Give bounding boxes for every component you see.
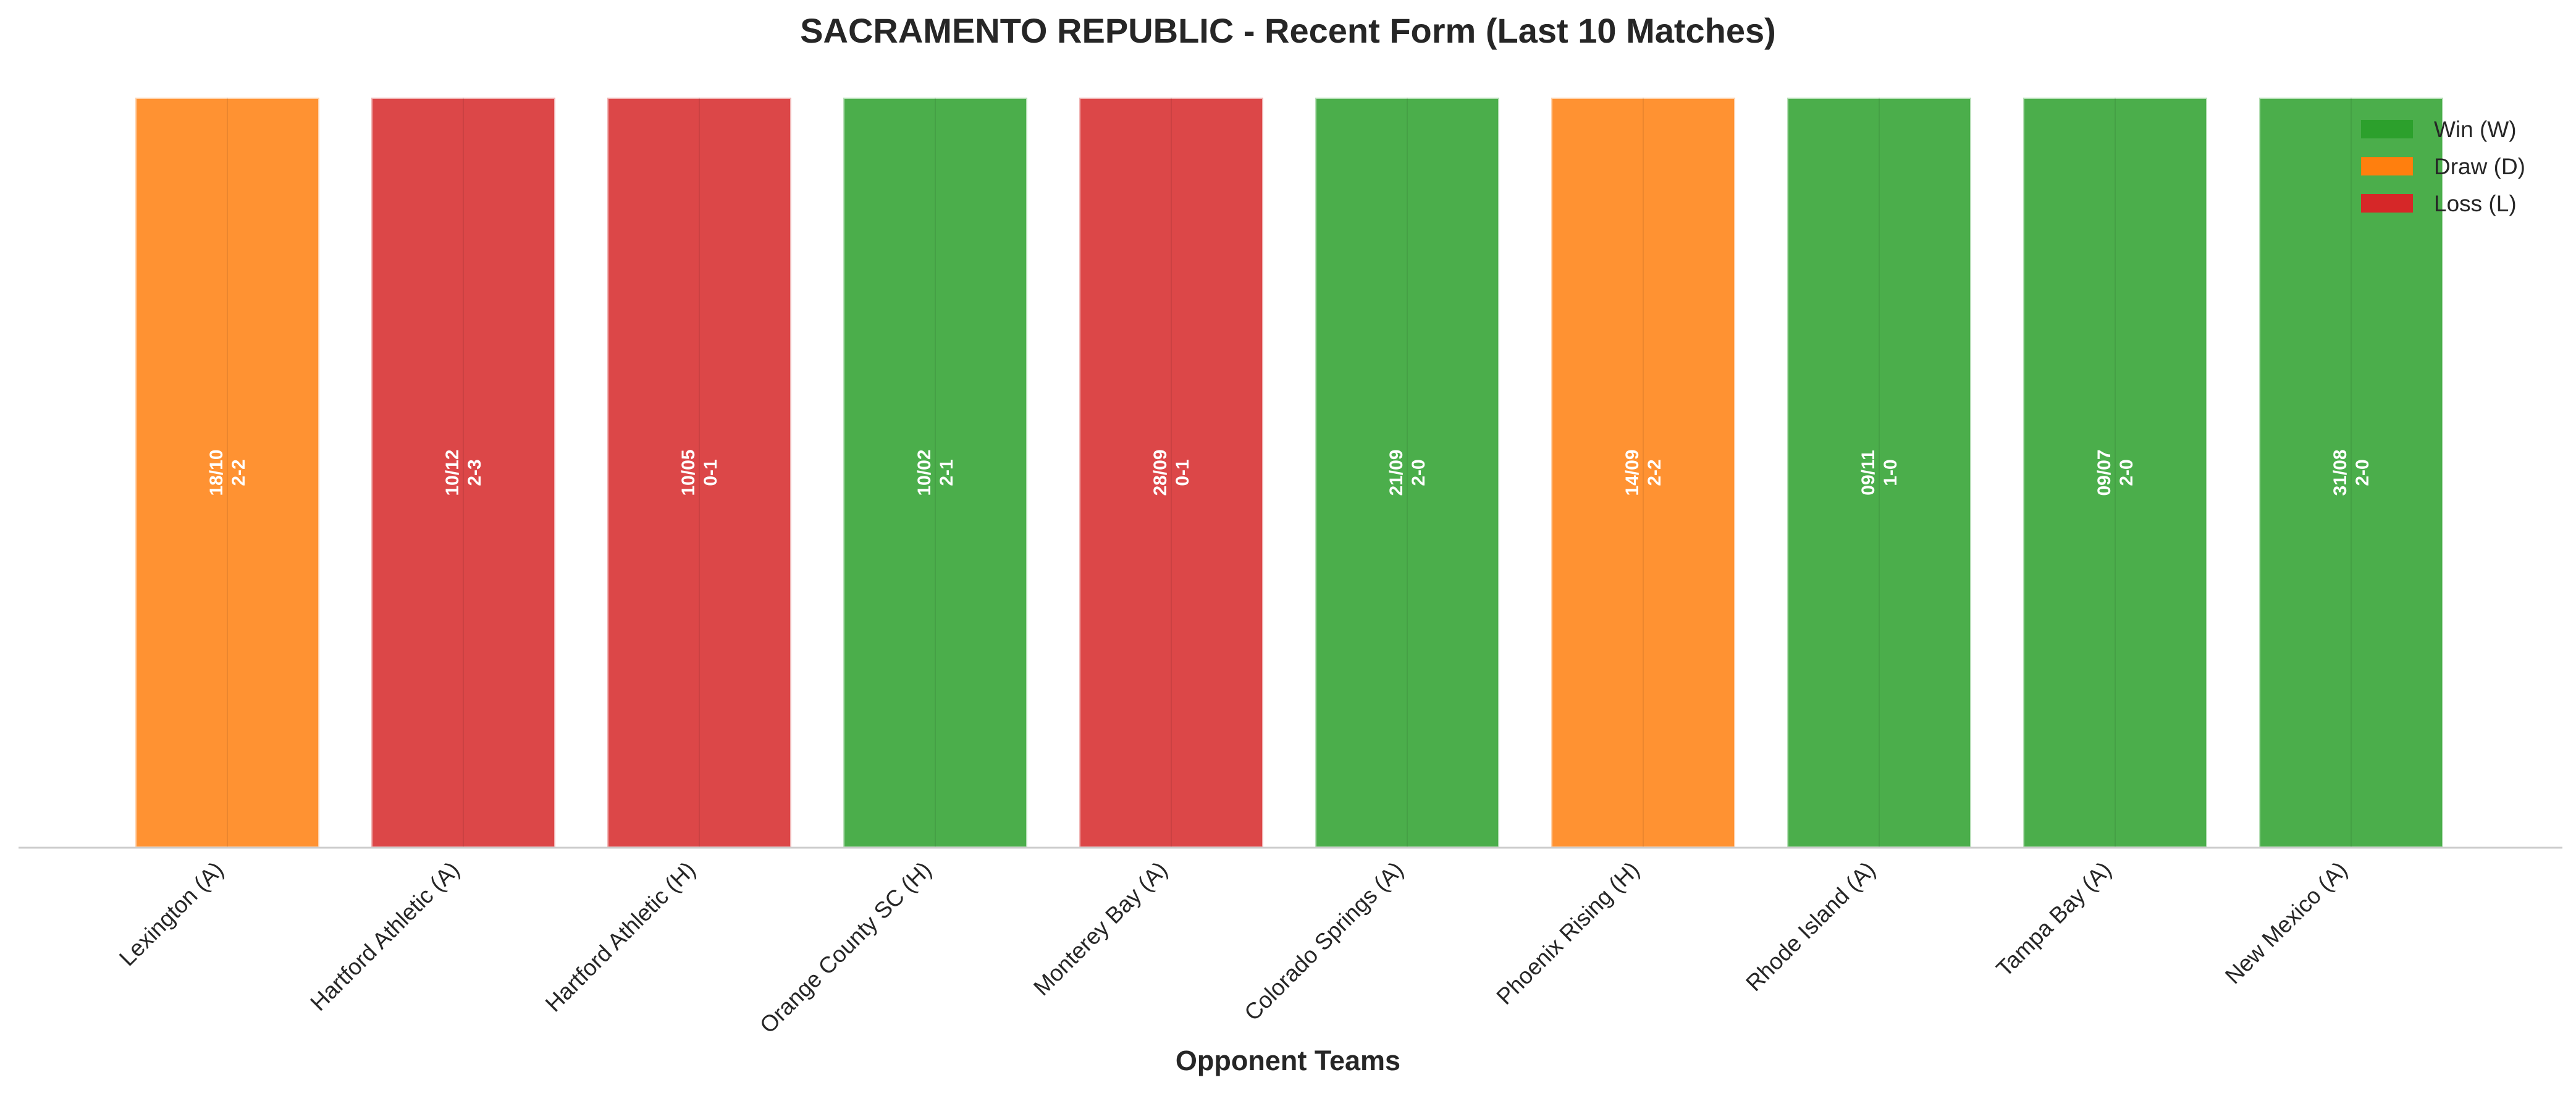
bar-label-7: 14/09 2-2 bbox=[1622, 449, 1665, 496]
bar-date-10: 31/08 bbox=[2330, 449, 2351, 496]
bar-date-8: 09/11 bbox=[1858, 450, 1879, 495]
bar-10 bbox=[2258, 96, 2444, 849]
bar-date-6: 21/09 bbox=[1386, 449, 1407, 496]
bar-date-4: 10/02 bbox=[914, 449, 935, 496]
bar-score-3: 0-1 bbox=[701, 459, 721, 486]
bar-label-6: 21/09 2-0 bbox=[1386, 449, 1429, 496]
x-tick-label-4: Orange County SC (H) bbox=[755, 857, 937, 1039]
bar-labels-group: 18/10 2-2 10/12 2-3 10/05 0-1 10/02 2-1 28/09 0-1… bbox=[206, 449, 2373, 496]
bar-score-5: 0-1 bbox=[1172, 459, 1193, 486]
bar-date-7: 14/09 bbox=[1622, 449, 1643, 496]
bar-date-9: 09/07 bbox=[2094, 449, 2115, 496]
bar-score-9: 2-0 bbox=[2116, 459, 2137, 486]
bar-label-9: 09/07 2-0 bbox=[2094, 449, 2137, 496]
x-axis-title: Opponent Teams bbox=[1176, 1045, 1400, 1076]
bar-8 bbox=[1786, 96, 1972, 849]
legend-label-w: Win (W) bbox=[2434, 117, 2517, 142]
x-tick-label-6: Colorado Springs (A) bbox=[1239, 857, 1408, 1026]
bar-5 bbox=[1078, 96, 1265, 849]
bar-6 bbox=[1314, 96, 1501, 849]
bar-label-8: 09/11 1-0 bbox=[1858, 450, 1901, 495]
bar-label-1: 18/10 2-2 bbox=[206, 449, 249, 496]
bar-label-3: 10/05 0-1 bbox=[678, 449, 721, 496]
bar-4 bbox=[842, 96, 1029, 849]
bar-1 bbox=[134, 96, 321, 849]
bar-score-6: 2-0 bbox=[1408, 459, 1429, 486]
bar-label-2: 10/12 2-3 bbox=[442, 449, 485, 496]
legend-swatch-w bbox=[2361, 120, 2413, 138]
bar-label-4: 10/02 2-1 bbox=[914, 449, 957, 496]
bars-group bbox=[134, 96, 2444, 849]
x-tick-label-1: Lexington (A) bbox=[114, 857, 229, 971]
bar-date-5: 28/09 bbox=[1150, 449, 1171, 496]
bar-score-7: 2-2 bbox=[1644, 459, 1665, 486]
bar-date-2: 10/12 bbox=[442, 449, 463, 496]
legend-label-d: Draw (D) bbox=[2434, 154, 2525, 179]
legend-swatch-d bbox=[2361, 157, 2413, 175]
x-tick-label-5: Monterey Bay (A) bbox=[1029, 857, 1172, 1001]
bar-score-4: 2-1 bbox=[937, 459, 957, 486]
x-tick-label-10: New Mexico (A) bbox=[2220, 857, 2352, 989]
bar-2 bbox=[370, 96, 557, 849]
bar-score-1: 2-2 bbox=[229, 459, 249, 486]
x-tick-labels: Lexington (A) Hartford Athletic (A) Hartfo… bbox=[114, 857, 2352, 1039]
bar-date-1: 18/10 bbox=[206, 449, 227, 496]
bar-7 bbox=[1550, 96, 1736, 849]
legend-label-l: Loss (L) bbox=[2434, 191, 2517, 216]
bar-score-8: 1-0 bbox=[1880, 459, 1901, 486]
bar-score-2: 2-3 bbox=[465, 459, 485, 486]
chart-title: SACRAMENTO REPUBLIC - Recent Form (Last … bbox=[800, 11, 1776, 50]
x-tick-label-9: Tampa Bay (A) bbox=[1992, 857, 2116, 982]
bar-date-3: 10/05 bbox=[678, 449, 699, 496]
x-tick-label-8: Rhode Island (A) bbox=[1741, 857, 1880, 996]
legend: Win (W) Draw (D) Loss (L) bbox=[2361, 117, 2525, 216]
x-tick-label-2: Hartford Athletic (A) bbox=[305, 857, 464, 1016]
x-tick-label-7: Phoenix Rising (H) bbox=[1492, 857, 1644, 1010]
bar-label-5: 28/09 0-1 bbox=[1150, 449, 1193, 496]
bar-3 bbox=[606, 96, 793, 849]
x-tick-label-3: Hartford Athletic (H) bbox=[541, 857, 701, 1017]
legend-swatch-l bbox=[2361, 194, 2413, 213]
bar-label-10: 31/08 2-0 bbox=[2330, 449, 2373, 496]
bar-score-10: 2-0 bbox=[2352, 459, 2373, 486]
